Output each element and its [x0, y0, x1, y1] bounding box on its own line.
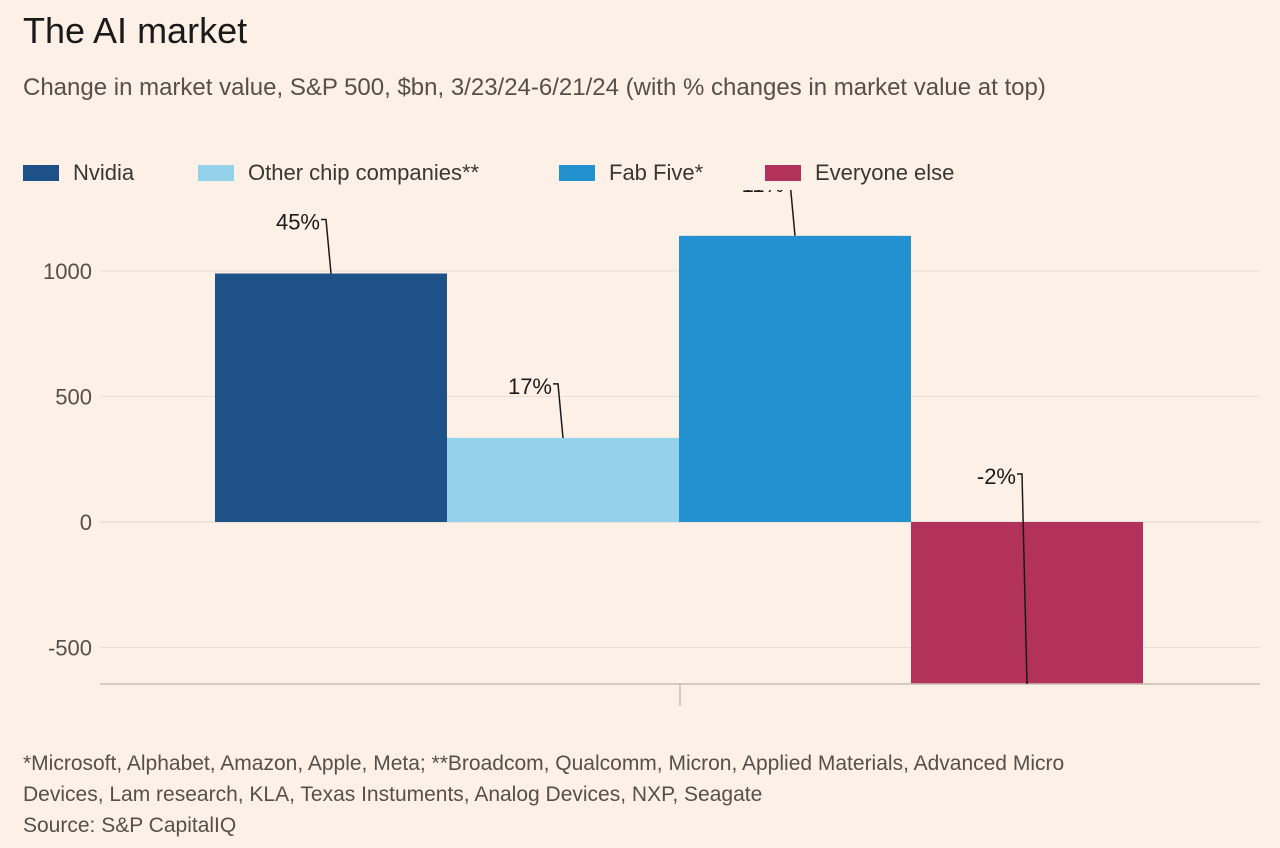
footnote-line-1: *Microsoft, Alphabet, Amazon, Apple, Met… — [23, 752, 1065, 775]
chart-subtitle: Change in market value, S&P 500, $bn, 3/… — [23, 74, 1046, 101]
legend-label-other-chip-companies: Other chip companies** — [248, 160, 480, 185]
y-tick-label: 500 — [55, 385, 92, 410]
bar-chart: 1000 500 0 -500 45% 17% 11% -2% — [43, 190, 1260, 706]
bar — [447, 437, 679, 522]
legend-swatch-fab-five — [559, 165, 595, 181]
annotation-label: 17% — [508, 374, 552, 399]
legend-label-fab-five: Fab Five* — [609, 160, 704, 185]
legend-item-nvidia: Nvidia — [23, 158, 134, 188]
source-note: Source: S&P CapitalIQ — [23, 814, 237, 837]
y-tick-label: -500 — [48, 636, 92, 661]
annotation-label: 45% — [276, 210, 320, 235]
legend-swatch-everyone-else — [765, 165, 801, 181]
annotation-label: -2% — [977, 464, 1016, 489]
footnote-line-2: Devices, Lam research, KLA, Texas Instum… — [23, 783, 763, 806]
annotation-label: 11% — [742, 190, 784, 197]
annotation-leader-line — [790, 190, 796, 236]
legend-label-nvidia: Nvidia — [73, 160, 135, 185]
legend-item-everyone-else: Everyone else — [765, 158, 954, 188]
annotation-leader-line — [321, 218, 332, 274]
chart-title: The AI market — [23, 10, 248, 51]
y-tick-label: 0 — [80, 510, 92, 535]
bar — [679, 235, 911, 523]
legend-item-fab-five: Fab Five* — [559, 158, 703, 188]
annotation-leader-line — [1017, 473, 1028, 685]
bar — [215, 273, 447, 522]
annotation-leader-line — [553, 383, 564, 438]
legend: Nvidia Other chip companies** Fab Five* … — [23, 158, 1263, 188]
legend-label-everyone-else: Everyone else — [815, 160, 955, 185]
legend-swatch-other-chip-companies — [198, 165, 234, 181]
legend-swatch-nvidia — [23, 165, 59, 181]
legend-item-other-chip-companies: Other chip companies** — [198, 158, 479, 188]
footnote: *Microsoft, Alphabet, Amazon, Apple, Met… — [23, 748, 1253, 841]
y-tick-label: 1000 — [43, 259, 92, 284]
